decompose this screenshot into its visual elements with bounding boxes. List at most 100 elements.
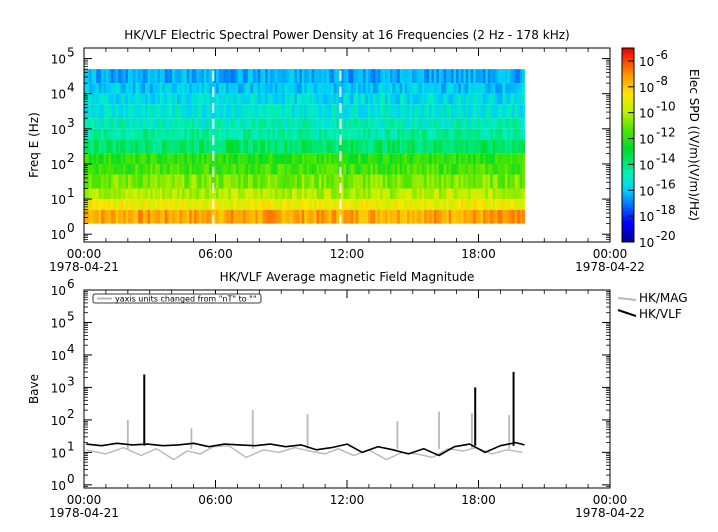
spectrogram-cell [475, 69, 479, 84]
spectrogram-cell [177, 69, 180, 84]
spectrogram-cell [228, 174, 232, 189]
spectrogram-cell [299, 83, 303, 94]
spectrogram-cell [377, 163, 381, 175]
spectrogram-cell [203, 93, 207, 105]
spectrogram-cell [270, 188, 273, 200]
spectrogram-cell [167, 118, 171, 129]
spectrogram-cell [189, 83, 193, 94]
colorbar-tick-exponent: -18 [656, 203, 676, 217]
spectrogram-cell [465, 83, 469, 94]
spectrogram-cell [433, 69, 437, 84]
spectrogram-cell [223, 128, 227, 140]
spectrogram-cell [382, 209, 386, 224]
spectrogram-cell [382, 104, 386, 119]
spectrogram-cell [238, 93, 242, 105]
spectrogram-cell [277, 163, 281, 175]
spectrogram-cell [184, 104, 188, 119]
spectrogram-cell [216, 69, 220, 84]
spectrogram-cell [394, 188, 398, 200]
spectrogram-cell [328, 174, 332, 189]
spectrogram-cell [363, 93, 366, 105]
spectrogram-cell [487, 128, 491, 140]
spectrogram-cell [463, 104, 467, 119]
spectrogram-cell [509, 69, 513, 84]
spectrogram-cell [96, 128, 100, 140]
spectrogram-cell [409, 118, 413, 129]
spectrogram-cell [392, 83, 396, 94]
spectrogram-cell [446, 174, 450, 189]
spectrogram-cell [316, 188, 320, 200]
spectrogram-cell [419, 188, 423, 200]
spectrogram-cell [233, 153, 237, 164]
spectrogram-cell [277, 104, 281, 119]
spectrogram-cell [482, 188, 486, 200]
spectrogram-cell [150, 174, 153, 189]
spectrogram-cell [475, 104, 479, 119]
spectrogram-cell [120, 174, 124, 189]
spectrogram-cell [343, 209, 347, 224]
spectrogram-cell [118, 69, 122, 84]
spectrogram-cell [115, 174, 119, 189]
spectrogram-cell [343, 93, 347, 105]
spectrogram-cell [311, 188, 315, 200]
spectrogram-cell [147, 69, 151, 84]
spectrogram-cell [260, 199, 264, 210]
spectrogram-cell [482, 199, 486, 210]
colorbar-tick-exponent: -16 [656, 177, 676, 191]
spectrogram-cell [487, 83, 491, 94]
spectrogram-cell [91, 209, 95, 224]
spectrogram-cell [512, 104, 516, 119]
spectrogram-cell [103, 69, 107, 84]
spectrogram-cell [223, 83, 227, 94]
spectrogram-cell [189, 153, 193, 164]
spectrogram-cell [404, 199, 408, 210]
spectrogram-panel: HK/VLF Electric Spectral Power Density a… [27, 28, 701, 274]
spectrogram-cell [135, 69, 139, 84]
spectrogram-cell [497, 118, 501, 129]
spectrogram-cell [453, 128, 457, 140]
spectrogram-cell [252, 83, 256, 94]
spectrogram-cell [137, 83, 141, 94]
spectrogram-cell [287, 118, 290, 129]
spectrogram-cell [318, 174, 322, 189]
spectrogram-cell [360, 174, 364, 189]
spectrogram-cell [167, 139, 171, 154]
spectrogram-cell [404, 93, 408, 105]
spectrogram-cell [252, 139, 256, 154]
spectrogram-cell [409, 188, 413, 200]
spectrogram-cell [279, 153, 283, 164]
spectrogram-cell [238, 199, 242, 210]
spectrogram-cell [387, 139, 391, 154]
spectrogram-cell [206, 188, 210, 200]
spectrogram-cell [460, 188, 464, 200]
spectrogram-cell [84, 139, 87, 154]
spectrogram-cell [184, 188, 188, 200]
spectrogram-cell [365, 139, 369, 154]
spectrogram-cell [228, 163, 232, 175]
spectrogram-cell [522, 69, 525, 84]
spectrogram-cell [421, 174, 425, 189]
spectrogram-cell [88, 209, 92, 224]
spectrogram-cell [199, 174, 202, 189]
spectrogram-cell [389, 118, 393, 129]
spectrogram-cell [502, 209, 506, 224]
spectrogram-cell [370, 174, 374, 189]
spectrogram-cell [162, 83, 166, 94]
spectrogram-cell [448, 209, 452, 224]
spectrogram-cell [270, 153, 273, 164]
spectrogram-cell [370, 188, 374, 200]
spectrogram-cell [468, 139, 472, 154]
spectrogram-cell [482, 153, 486, 164]
spectrogram-cell [380, 118, 383, 129]
spectrogram-cell [262, 188, 266, 200]
spectrogram-cell [130, 118, 134, 129]
spectrogram-cell [110, 69, 114, 84]
spectrogram-cell [250, 83, 254, 94]
spectrogram-cell [473, 118, 476, 129]
spectrogram-cell [243, 128, 246, 140]
spectrogram-cell [287, 83, 290, 94]
spectrogram-cell [321, 139, 325, 154]
spectrogram-cell [287, 188, 290, 200]
spectrogram-cell [238, 128, 242, 140]
spectrogram-cell [465, 118, 469, 129]
